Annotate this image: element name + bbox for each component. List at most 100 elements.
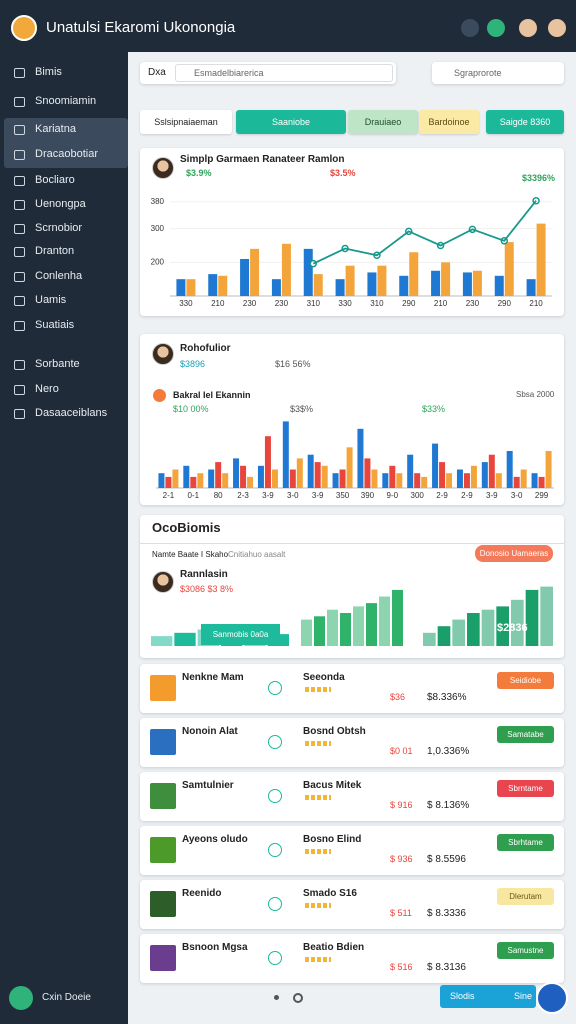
row-rating (305, 795, 331, 800)
row-icon (268, 681, 282, 695)
header-icon[interactable] (461, 19, 479, 37)
bar (538, 476, 545, 488)
sidebar-icon (14, 385, 25, 395)
mini-chart (423, 586, 553, 646)
bar (314, 462, 321, 488)
bar (174, 632, 196, 646)
bar (423, 632, 436, 646)
row-stat: $ 516 (390, 962, 413, 972)
row-thumb (150, 675, 176, 701)
sidebar-item[interactable]: Dracaobotiar (35, 148, 98, 160)
bar (409, 252, 419, 296)
header-icon[interactable] (548, 19, 566, 37)
sidebar-footer[interactable]: Cxin Doeie (42, 992, 91, 1003)
header-icon[interactable] (487, 19, 505, 37)
row-button[interactable]: Sbrhtame (497, 834, 554, 851)
bar (392, 589, 403, 646)
row-rating (305, 687, 331, 692)
search[interactable]: Esmadelbiarerica (175, 64, 393, 82)
row-card (140, 880, 564, 929)
bar (240, 465, 247, 488)
sidebar-icon (14, 68, 25, 78)
bar (540, 586, 553, 646)
row-button[interactable]: Samustne (497, 942, 554, 959)
bar (339, 469, 346, 488)
filter-button[interactable]: Saigde 8360 (486, 110, 564, 134)
sidebar-icon (14, 296, 25, 306)
row-button[interactable]: Sbrntame (497, 780, 554, 797)
line (312, 200, 537, 265)
x-tick-label: 350 (336, 491, 350, 500)
sidebar-item[interactable]: Conlenha (35, 270, 83, 282)
filter-button[interactable]: Sslsipnaiaeman (140, 110, 232, 134)
x-tick-label: 299 (535, 491, 549, 500)
chart-stat: $3$% (290, 404, 314, 414)
footer-button[interactable]: Sine (514, 991, 533, 1001)
row-category: Bosnd Obtsh (303, 726, 366, 737)
row-button[interactable]: Samatabe (497, 726, 554, 743)
filter-button[interactable]: Bardoinoe (419, 110, 479, 134)
row-card (140, 772, 564, 821)
bar (441, 262, 451, 296)
row-button[interactable]: Seidiobe (497, 672, 554, 689)
bar (357, 428, 364, 488)
sidebar-item[interactable]: Uenongpa (35, 198, 86, 210)
row-name: Ayeons oludo (182, 834, 248, 845)
row-card (140, 664, 564, 713)
page-dot (293, 993, 303, 1003)
person-stat: $3086 $3 8% (180, 584, 234, 594)
bar (264, 436, 271, 488)
y-tick-label: 380 (151, 197, 165, 206)
sidebar-item[interactable]: Nero (35, 383, 59, 395)
bar (364, 458, 371, 488)
bar (301, 619, 312, 646)
row-stat: $ 8.3136 (427, 962, 466, 973)
x-tick-label: 330 (179, 299, 193, 308)
bar (456, 469, 463, 488)
sidebar-item[interactable]: Bocliaro (35, 174, 75, 186)
sidebar-item[interactable]: Dasaaceiblans (35, 407, 108, 419)
logo (11, 15, 37, 41)
sidebar-icon (14, 97, 25, 107)
row-icon (268, 735, 282, 749)
x-tick-label: 2-1 (163, 491, 175, 500)
bar (183, 465, 190, 488)
button[interactable]: Donosio Uamaeras (475, 545, 553, 562)
bar (281, 243, 291, 296)
bar (250, 248, 260, 296)
divider (140, 543, 564, 544)
bar (545, 451, 552, 488)
footer-button[interactable]: Slodis (450, 991, 475, 1001)
button[interactable]: Sanmobis 0a0a (201, 624, 280, 645)
fab[interactable] (536, 982, 568, 1014)
filter-button[interactable]: Drauiaeo (348, 110, 418, 134)
x-tick-label: 230 (275, 299, 289, 308)
bar (525, 589, 539, 646)
x-tick-label: 3-9 (262, 491, 274, 500)
sidebar-item[interactable]: Uamis (35, 294, 67, 306)
bar (536, 223, 546, 296)
row-button[interactable]: Dlerutam (497, 888, 554, 905)
sidebar-item[interactable]: Suatiais (35, 319, 75, 331)
bar (389, 465, 396, 488)
person-name: Rannlasin (180, 569, 228, 580)
bar (303, 248, 313, 296)
bar (176, 279, 186, 296)
sidebar-item[interactable]: Bimis (35, 66, 62, 78)
sidebar-item[interactable]: Dranton (35, 245, 75, 257)
filter-button[interactable]: Saaniobe (236, 110, 346, 134)
sidebar-icon (14, 272, 25, 282)
row-stat: $8.336% (427, 692, 467, 703)
sidebar-item[interactable]: Snoomiamin (35, 95, 97, 107)
row-stat: $36 (390, 692, 406, 702)
bar (513, 476, 520, 488)
header-icon[interactable] (519, 19, 537, 37)
sidebar-item[interactable]: Sorbante (35, 358, 80, 370)
filter-box[interactable]: Sgraprorote (432, 62, 564, 84)
x-tick-label: 0-1 (188, 491, 200, 500)
sidebar-item[interactable]: Scrnobior (35, 222, 83, 234)
sidebar-item[interactable]: Kariatna (35, 123, 76, 135)
chart-title: Simplp Garmaen Ranateer Ramlon (180, 154, 345, 165)
row-category: Seeonda (303, 672, 345, 683)
row-icon (268, 951, 282, 965)
